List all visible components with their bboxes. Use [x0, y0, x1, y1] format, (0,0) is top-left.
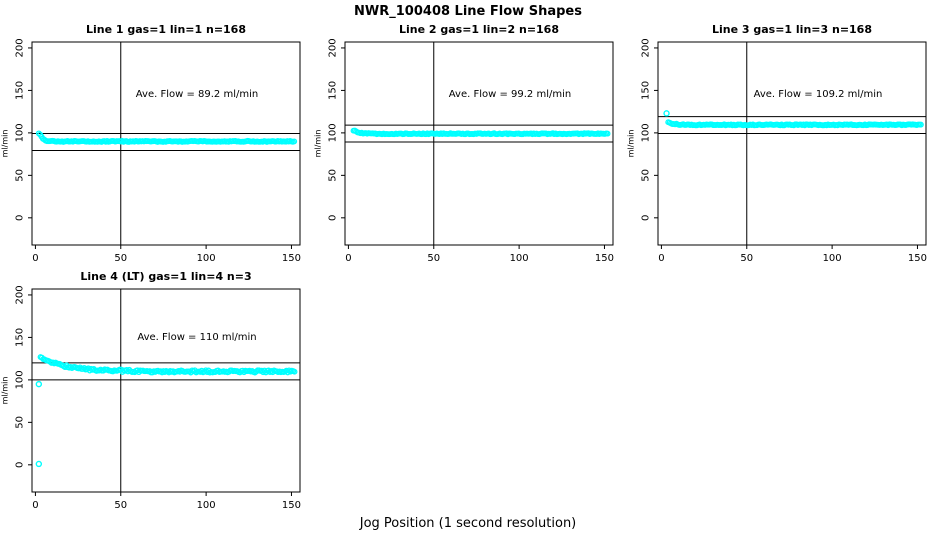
x-tick-label: 0	[32, 500, 38, 511]
y-tick-label: 0	[14, 462, 25, 468]
x-tick-label: 0	[345, 253, 351, 264]
y-axis-label: ml/min	[1, 130, 10, 158]
x-tick-label: 150	[282, 253, 301, 264]
isolated-data-point	[663, 110, 670, 117]
y-tick-label: 0	[327, 215, 338, 221]
y-tick-label: 50	[14, 169, 25, 182]
data-point	[291, 368, 298, 375]
panel-1-axes: 0 50 100 150 0 50 100 150 200 ml/min	[1, 38, 301, 264]
y-tick-label: 150	[14, 328, 25, 347]
y-tick-label: 150	[640, 81, 651, 100]
panel-2-box	[344, 41, 614, 246]
panel-3-title: Line 3 gas=1 lin=3 n=168	[712, 23, 872, 36]
y-tick-label: 50	[640, 169, 651, 182]
x-tick-label: 150	[282, 500, 301, 511]
data-point	[604, 130, 611, 137]
x-tick-label: 150	[908, 253, 927, 264]
y-tick-label: 0	[640, 215, 651, 221]
data-point	[291, 138, 298, 145]
isolated-data-point	[35, 460, 43, 468]
panel-4-box	[31, 288, 301, 493]
panel-4-data-points	[35, 354, 298, 468]
y-tick-label: 200	[640, 38, 651, 57]
y-tick-label: 0	[14, 215, 25, 221]
x-tick-label: 0	[32, 253, 38, 264]
y-tick-label: 100	[327, 123, 338, 142]
y-axis-label: ml/min	[314, 130, 323, 158]
panel-3-axes: 0 50 100 150 0 50 100 150 200 ml/min	[627, 38, 927, 264]
y-tick-label: 50	[327, 169, 338, 182]
chart-x-axis-label: Jog Position (1 second resolution)	[359, 516, 577, 531]
panel-4-title: Line 4 (LT) gas=1 lin=4 n=3	[80, 270, 251, 283]
x-tick-label: 100	[197, 500, 216, 511]
x-tick-label: 100	[197, 253, 216, 264]
y-tick-label: 200	[327, 38, 338, 57]
panel-4-axes: 0 50 100 150 0 50 100 150 200 ml/min	[1, 285, 301, 511]
y-tick-label: 200	[14, 285, 25, 304]
panel-4-annotation: Ave. Flow = 110 ml/min	[137, 332, 256, 343]
y-tick-label: 50	[14, 416, 25, 429]
panel-1-annotation: Ave. Flow = 89.2 ml/min	[136, 89, 258, 100]
panel-3-data-points	[663, 110, 924, 129]
x-tick-label: 0	[658, 253, 664, 264]
x-tick-label: 50	[427, 253, 440, 264]
panel-line-1: Line 1 gas=1 lin=1 n=168 Ave. Flow = 89.…	[1, 23, 301, 264]
panel-line-4: Line 4 (LT) gas=1 lin=4 n=3 Ave. Flow = …	[1, 270, 301, 511]
x-tick-label: 50	[740, 253, 753, 264]
x-tick-label: 150	[595, 253, 614, 264]
panel-1-title: Line 1 gas=1 lin=1 n=168	[86, 23, 246, 36]
isolated-data-point	[35, 380, 43, 388]
y-tick-label: 150	[14, 81, 25, 100]
y-axis-label: ml/min	[627, 130, 636, 158]
panel-2-data-points	[350, 127, 611, 138]
panel-2-title: Line 2 gas=1 lin=2 n=168	[399, 23, 559, 36]
panel-3-box	[657, 41, 927, 246]
panel-1-box	[31, 41, 301, 246]
y-axis-label: ml/min	[1, 377, 10, 405]
panel-line-3: Line 3 gas=1 lin=3 n=168 Ave. Flow = 109…	[627, 23, 927, 264]
panel-line-2: Line 2 gas=1 lin=2 n=168 Ave. Flow = 99.…	[314, 23, 614, 264]
chart-main-title: NWR_100408 Line Flow Shapes	[354, 4, 582, 19]
x-tick-label: 50	[114, 500, 127, 511]
y-tick-label: 150	[327, 81, 338, 100]
panel-3-annotation: Ave. Flow = 109.2 ml/min	[754, 89, 883, 100]
y-tick-label: 200	[14, 38, 25, 57]
y-tick-label: 100	[14, 370, 25, 389]
y-tick-label: 100	[640, 123, 651, 142]
x-tick-label: 50	[114, 253, 127, 264]
x-tick-label: 100	[510, 253, 529, 264]
panel-2-axes: 0 50 100 150 0 50 100 150 200 ml/min	[314, 38, 614, 264]
panel-2-annotation: Ave. Flow = 99.2 ml/min	[449, 89, 571, 100]
x-tick-label: 100	[823, 253, 842, 264]
panel-1-data-points	[35, 130, 298, 145]
data-point	[917, 121, 924, 128]
y-tick-label: 100	[14, 123, 25, 142]
